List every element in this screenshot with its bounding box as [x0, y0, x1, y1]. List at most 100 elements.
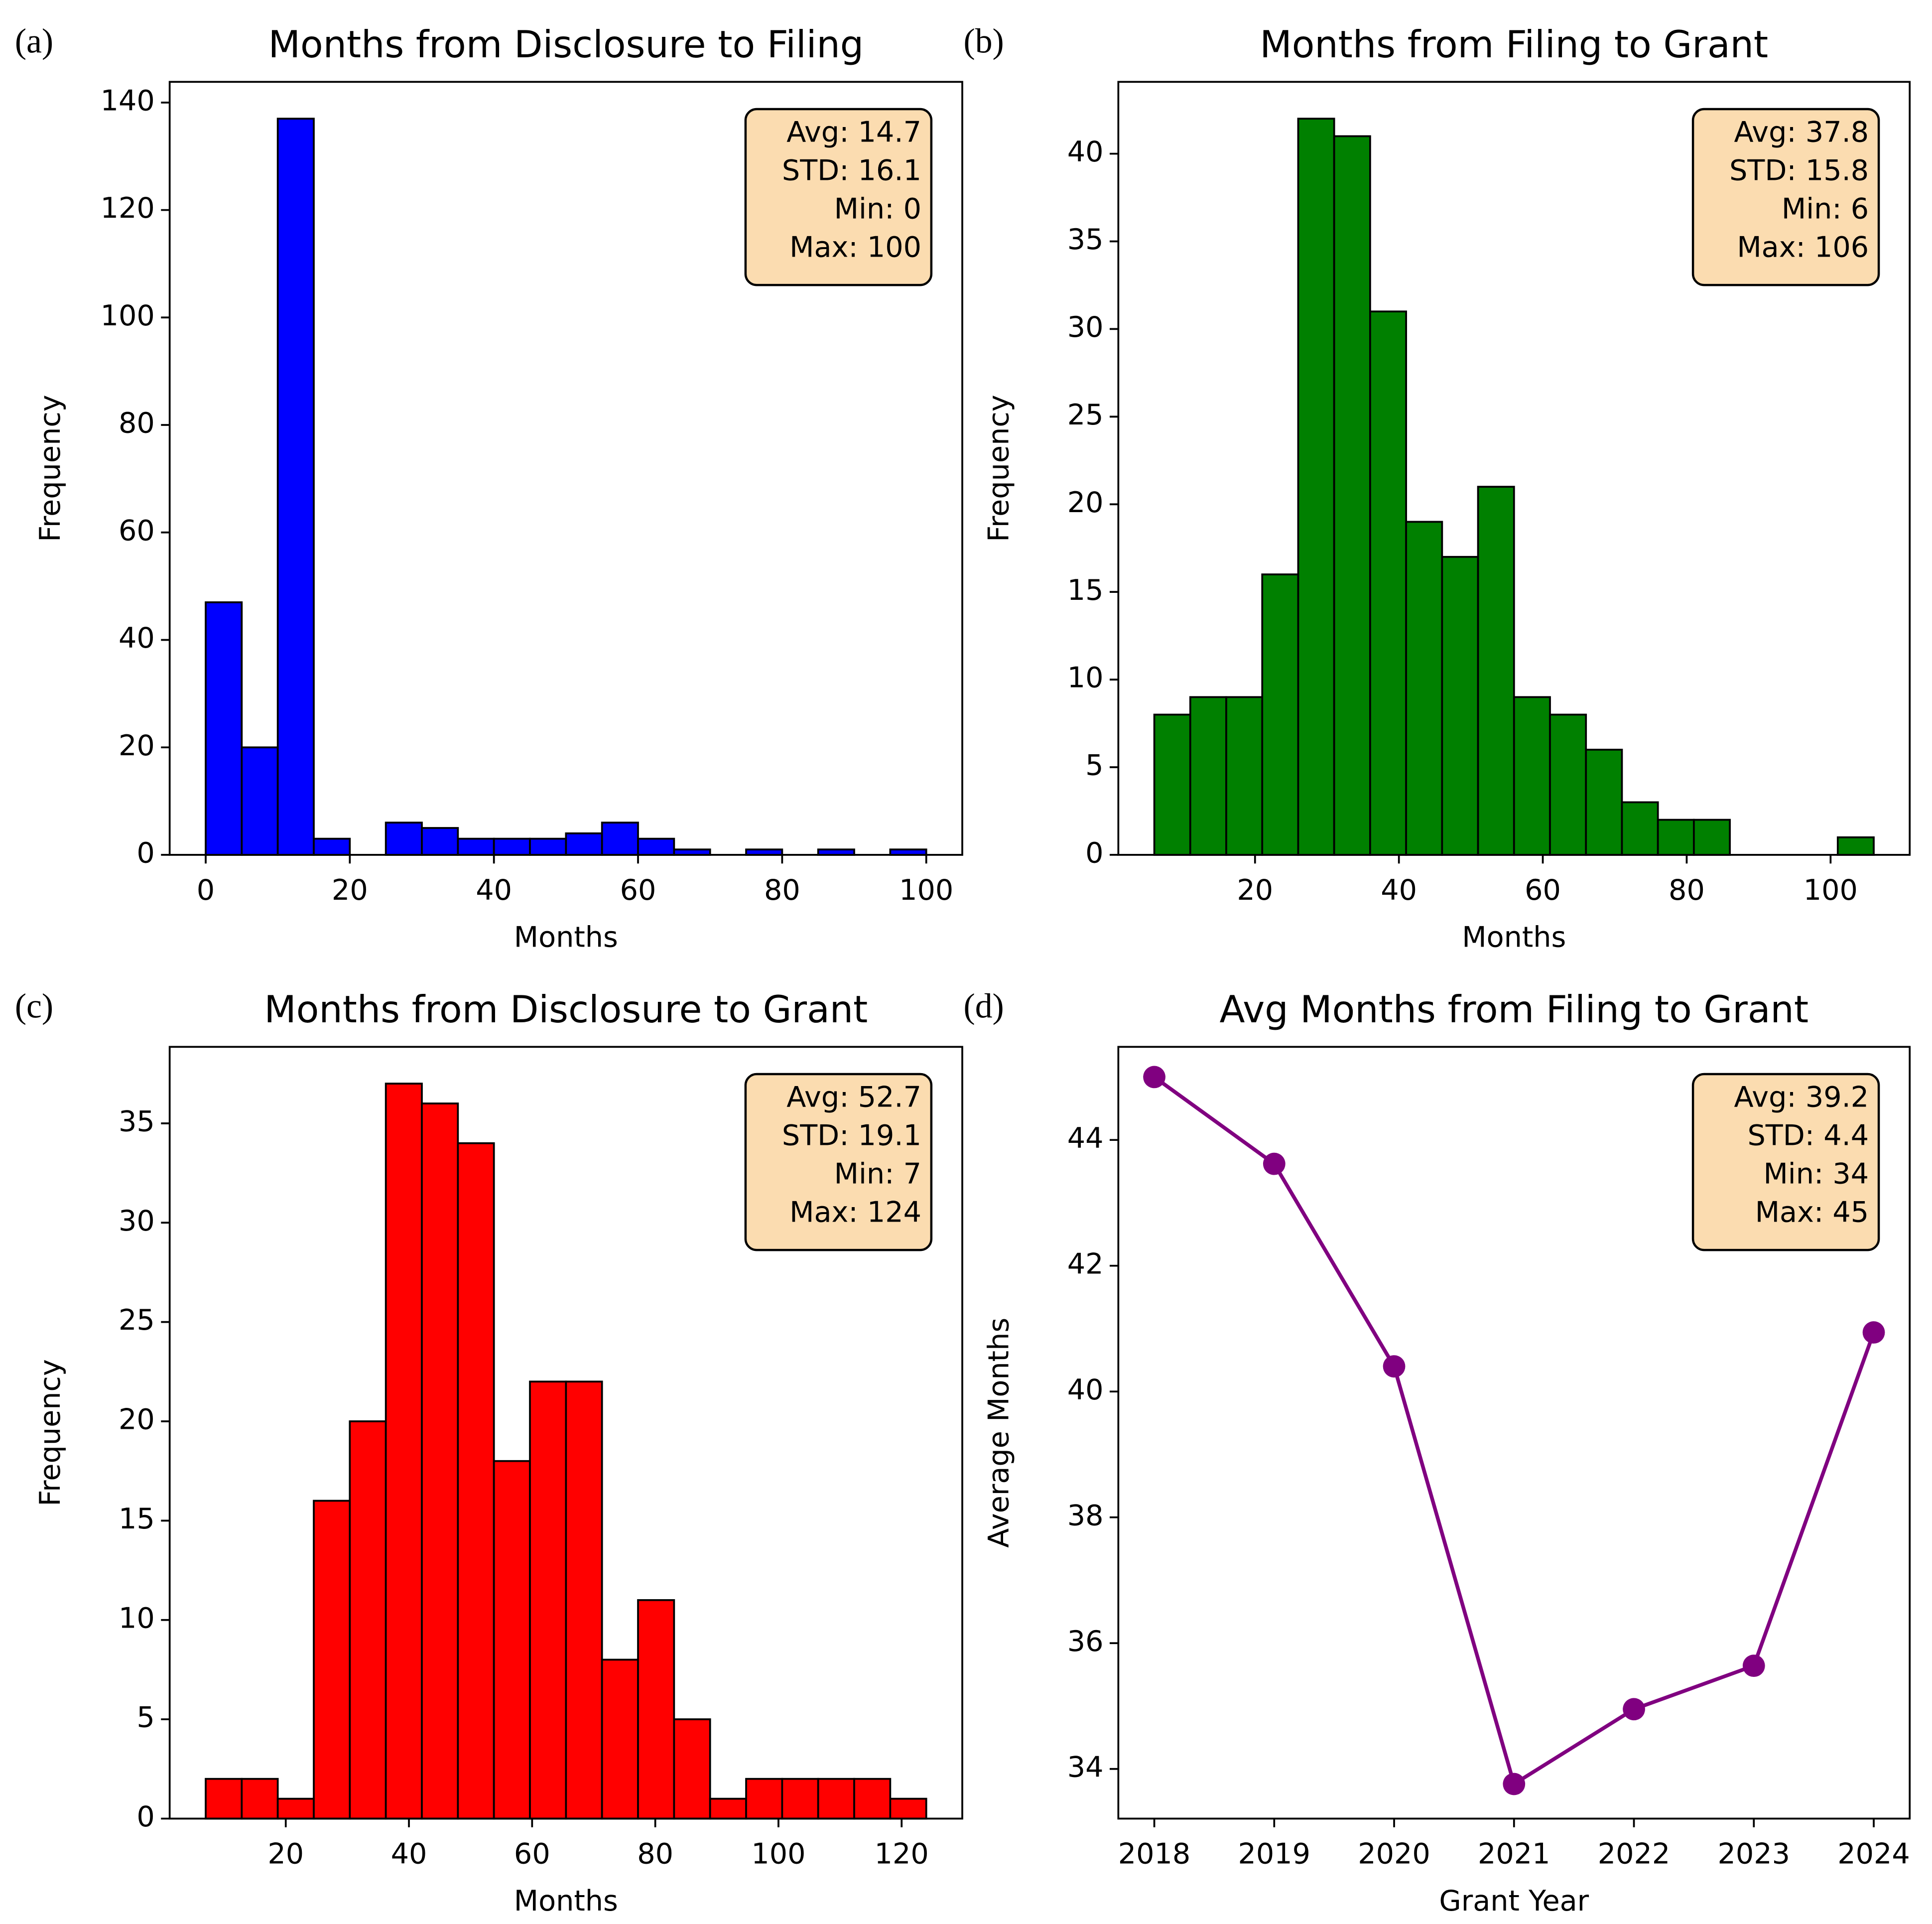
stats-text: Avg: 39.2 — [1734, 1081, 1869, 1113]
bar — [1153, 713, 1191, 856]
stats-text: STD: 16.1 — [782, 154, 921, 187]
stats-text: Min: 6 — [1782, 193, 1869, 226]
bar — [601, 1658, 639, 1820]
panel-label: (d) — [964, 987, 1004, 1026]
point — [1143, 1066, 1165, 1089]
y-axis-label: Frequency — [983, 395, 1016, 542]
bar — [1261, 573, 1299, 856]
panel-label: (c) — [15, 987, 53, 1026]
x-tick-label: 20 — [267, 1838, 304, 1871]
x-tick-label: 20 — [332, 874, 368, 907]
x-tick-label: 0 — [197, 874, 215, 907]
x-tick-label: 40 — [391, 1838, 427, 1871]
x-tick-label: 80 — [764, 874, 800, 907]
y-tick-label: 10 — [1067, 662, 1104, 694]
stats-text: Max: 100 — [789, 231, 921, 264]
bar — [565, 832, 603, 856]
x-tick-label: 60 — [514, 1838, 550, 1871]
bar — [493, 1460, 531, 1820]
y-tick-label: 30 — [119, 1205, 155, 1237]
y-axis-label: Frequency — [34, 395, 67, 542]
stats-text: Min: 7 — [834, 1158, 921, 1191]
y-tick-label: 25 — [1067, 399, 1104, 431]
bar — [276, 118, 315, 856]
y-tick-label: 44 — [1067, 1122, 1104, 1155]
y-tick-label: 40 — [1067, 1374, 1104, 1406]
y-tick-label: 15 — [119, 1503, 155, 1535]
bar — [313, 837, 351, 856]
bar — [637, 837, 675, 856]
stats-text: Avg: 14.7 — [786, 116, 921, 148]
x-tick-label: 2023 — [1718, 1838, 1791, 1871]
stats-text: STD: 4.4 — [1748, 1119, 1869, 1152]
bar — [349, 1420, 387, 1820]
stats-box — [744, 1073, 933, 1251]
point — [1263, 1152, 1286, 1175]
bar — [276, 1797, 315, 1820]
x-tick-label: 80 — [637, 1838, 673, 1871]
bar — [457, 837, 495, 856]
bar — [529, 1380, 567, 1820]
bar — [889, 1797, 927, 1820]
chart-title: Months from Filing to Grant — [1260, 23, 1768, 66]
y-tick-label: 10 — [119, 1602, 155, 1635]
y-tick-label: 0 — [136, 837, 154, 870]
x-tick-label: 60 — [620, 874, 656, 907]
bar — [457, 1142, 495, 1820]
panel-label: (b) — [964, 22, 1004, 61]
x-tick-label: 2024 — [1837, 1838, 1910, 1871]
stats-box — [744, 108, 933, 286]
x-tick-label: 2018 — [1118, 1838, 1191, 1871]
bar — [781, 1778, 819, 1820]
x-tick-label: 100 — [1803, 874, 1858, 907]
plot-frame — [168, 1046, 963, 1820]
bar — [241, 1778, 279, 1820]
bar — [1441, 555, 1479, 856]
bar — [1693, 819, 1731, 856]
bar — [817, 1778, 855, 1820]
x-axis-label: Months — [514, 1885, 618, 1918]
bar — [709, 1797, 747, 1820]
x-tick-label: 2021 — [1478, 1838, 1550, 1871]
point — [1862, 1321, 1885, 1344]
y-tick-label: 0 — [1085, 837, 1103, 870]
y-axis-label: Frequency — [34, 1359, 67, 1506]
bar — [493, 837, 531, 856]
bar — [1405, 521, 1443, 856]
bar — [205, 601, 243, 856]
bar — [385, 1083, 423, 1820]
y-tick-label: 120 — [101, 192, 155, 225]
bar — [1836, 836, 1875, 856]
x-tick-label: 2020 — [1358, 1838, 1430, 1871]
x-tick-label: 60 — [1525, 874, 1561, 907]
y-tick-label: 25 — [119, 1304, 155, 1337]
stats-text: Max: 106 — [1737, 231, 1869, 264]
y-tick-label: 5 — [1085, 749, 1103, 782]
stats-text: Max: 124 — [789, 1196, 921, 1229]
stats-text: Avg: 37.8 — [1734, 116, 1869, 148]
stats-text: Avg: 52.7 — [786, 1081, 921, 1113]
plot-frame — [168, 81, 963, 856]
x-axis-label: Months — [1462, 921, 1566, 954]
chart-title: Months from Disclosure to Grant — [264, 988, 868, 1031]
stats-box — [1691, 108, 1880, 286]
y-tick-label: 20 — [119, 1403, 155, 1436]
x-axis-label: Grant Year — [1439, 1885, 1589, 1918]
bar — [421, 1102, 459, 1820]
bar — [601, 822, 639, 856]
panel-label: (a) — [15, 22, 53, 61]
bar — [205, 1778, 243, 1820]
bar — [421, 827, 459, 856]
y-tick-label: 20 — [119, 729, 155, 762]
stats-text: STD: 15.8 — [1729, 154, 1869, 187]
y-tick-label: 20 — [1067, 486, 1104, 519]
y-tick-label: 34 — [1067, 1751, 1104, 1784]
y-tick-label: 15 — [1067, 574, 1104, 607]
y-tick-label: 0 — [136, 1800, 154, 1833]
y-tick-label: 42 — [1067, 1247, 1104, 1280]
bar — [313, 1500, 351, 1820]
x-tick-label: 40 — [1381, 874, 1417, 907]
x-tick-label: 100 — [899, 874, 953, 907]
x-tick-label: 20 — [1237, 874, 1273, 907]
